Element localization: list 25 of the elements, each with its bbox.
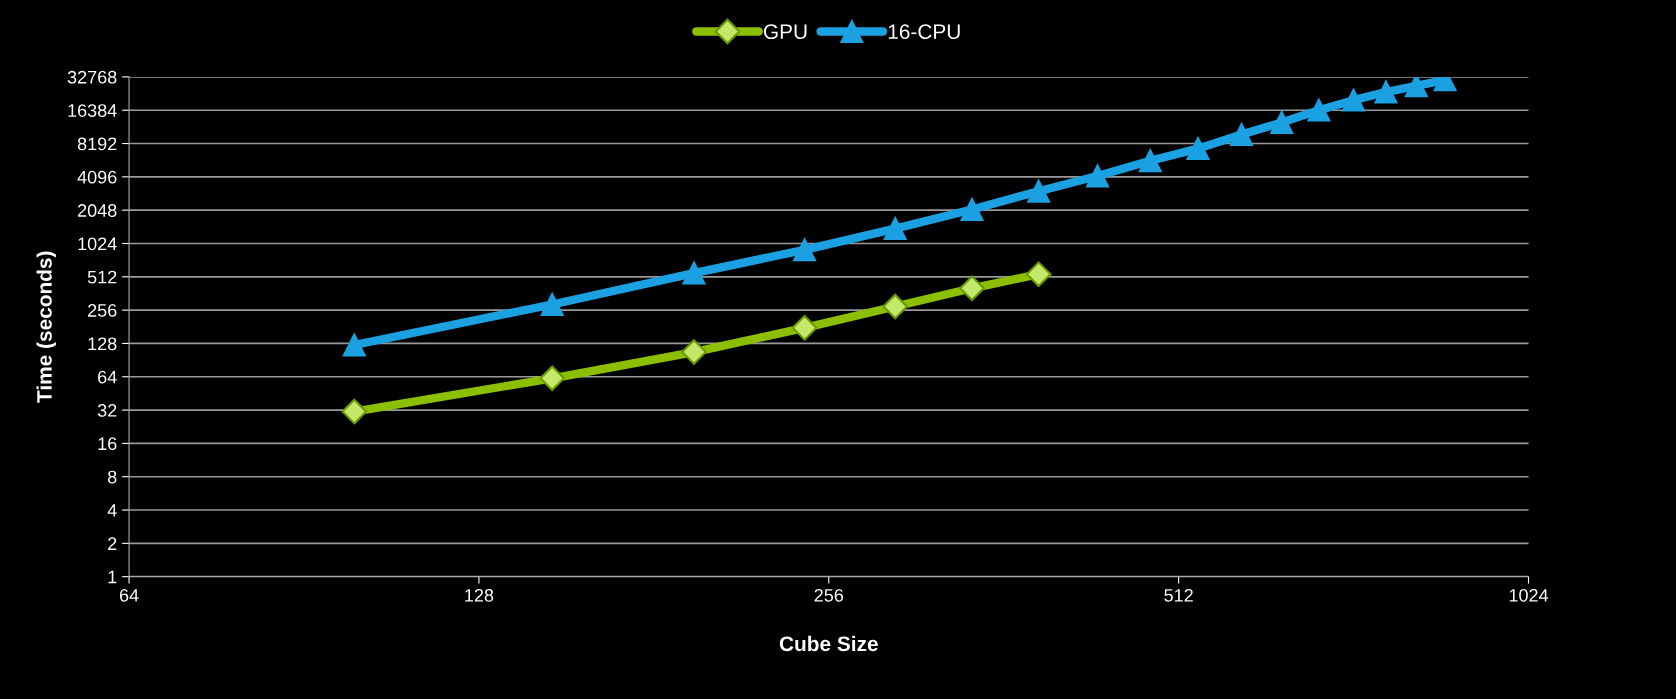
y-tick-label: 64 <box>98 370 117 384</box>
y-tick-label: 16 <box>98 437 117 451</box>
y-tick-label: 32 <box>97 404 117 417</box>
x-tick-label: 256 <box>814 588 844 602</box>
y-tick-label: 16384 <box>68 104 117 117</box>
y-tick-label: 2048 <box>77 204 117 217</box>
y-tick-label: 2 <box>108 537 117 550</box>
x-tick-label: 64 <box>119 588 139 602</box>
legend-label: 16-CPU <box>888 24 960 40</box>
y-tick-label: 1 <box>108 570 117 584</box>
x-axis-title: Cube Size <box>779 635 878 652</box>
y-tick-label: 128 <box>88 337 117 351</box>
y-tick-label: 512 <box>87 270 117 284</box>
y-tick-label: 8 <box>107 470 117 484</box>
y-tick-label: 32768 <box>67 70 117 84</box>
x-tick-label: 512 <box>1164 588 1193 602</box>
y-tick-label: 1024 <box>78 237 117 251</box>
y-tick-label: 4096 <box>77 170 117 184</box>
x-tick-label: 1024 <box>1509 588 1549 602</box>
y-tick-label: 4 <box>107 504 117 517</box>
y-tick-label: 8192 <box>77 137 117 151</box>
y-tick-label: 256 <box>88 304 117 317</box>
x-tick-label: 128 <box>465 588 494 602</box>
y-axis-title: Time (seconds) <box>36 251 56 403</box>
legend-label: GPU <box>763 24 807 40</box>
